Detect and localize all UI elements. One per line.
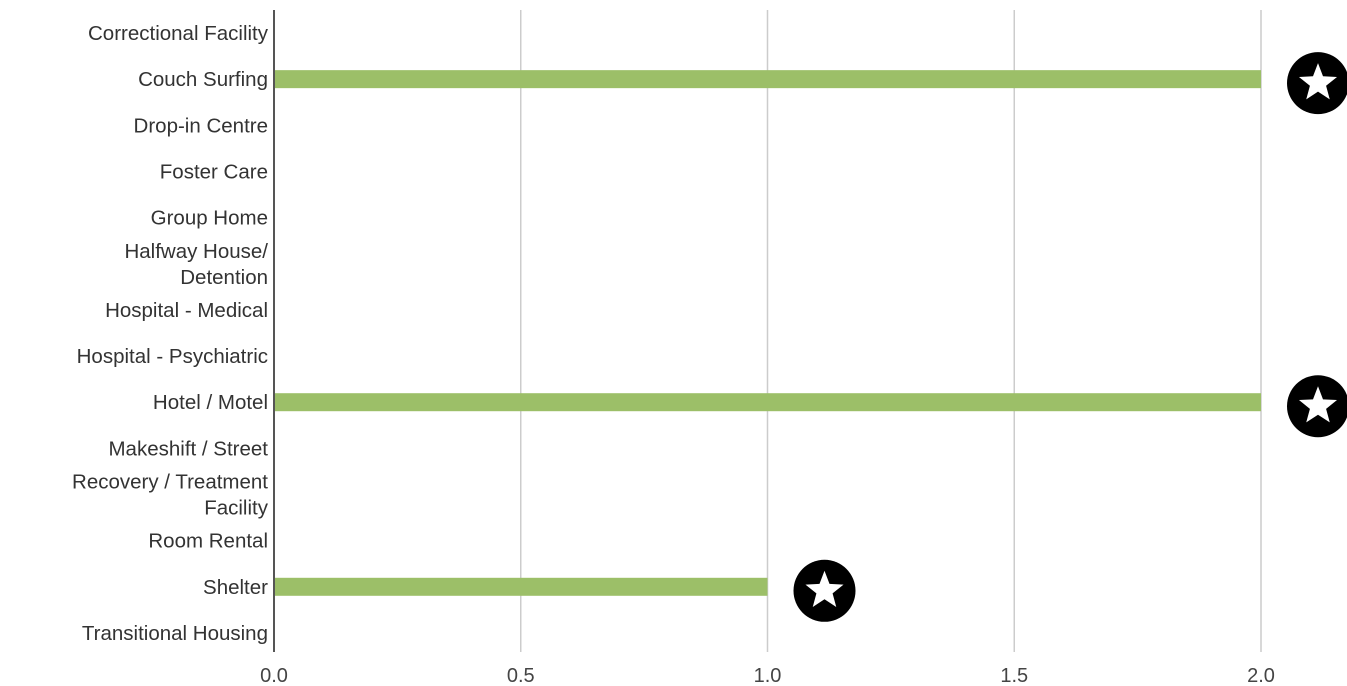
category-label-4: Group Home (151, 207, 268, 230)
category-label-11: Room Rental (148, 530, 268, 553)
bars (274, 70, 1261, 596)
category-label-12: Shelter (203, 576, 268, 599)
bar-1 (274, 70, 1261, 89)
x-tick-label-2: 1.0 (754, 665, 782, 686)
category-label-2: Drop-in Centre (134, 114, 268, 137)
bar-markers (793, 52, 1347, 622)
category-label-8: Hotel / Motel (153, 391, 268, 414)
category-label-1: Couch Surfing (138, 68, 268, 91)
category-label-6: Hospital - Medical (105, 299, 268, 322)
x-tick-label-1: 0.5 (507, 665, 535, 686)
x-tick-label-3: 1.5 (1000, 665, 1028, 686)
star-icon (1287, 375, 1347, 438)
grid-lines (520, 10, 1262, 652)
bar-12 (274, 577, 768, 596)
category-label-5-line-1: Detention (180, 266, 268, 289)
category-label-0: Correctional Facility (88, 22, 269, 45)
category-label-10-line-1: Facility (204, 497, 269, 520)
star-icon (1287, 52, 1347, 115)
category-label-9: Makeshift / Street (108, 437, 268, 460)
x-tick-label-4: 2.0 (1247, 665, 1275, 686)
category-label-7: Hospital - Psychiatric (77, 345, 268, 368)
category-label-5-line-0: Halfway House/ (124, 240, 268, 263)
category-label-3: Foster Care (160, 160, 268, 183)
category-label-13: Transitional Housing (82, 622, 268, 645)
star-icon (793, 559, 856, 622)
y-axis: Correctional Facility Couch Surfing Drop-i… (72, 10, 275, 652)
category-label-10-line-0: Recovery / Treatment (72, 471, 268, 494)
x-axis: 0.0 0.5 1.0 1.5 2.0 (260, 665, 1275, 686)
x-tick-label-0: 0.0 (260, 665, 288, 686)
bar-8 (274, 393, 1261, 412)
